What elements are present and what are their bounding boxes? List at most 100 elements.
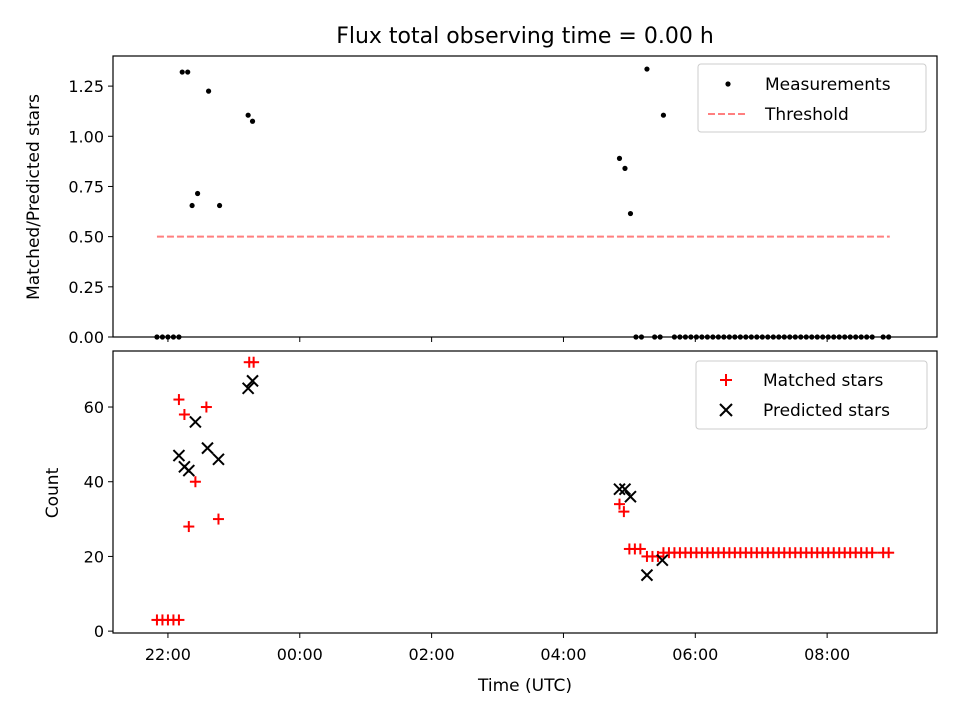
count-legend-frame (695, 360, 928, 430)
matched-star-point (618, 506, 630, 518)
legend-measurements-marker (725, 81, 731, 87)
count-y-axis: 0 20 40 60 (84, 398, 113, 641)
count-y-tick-label: 20 (84, 547, 104, 566)
count-x-tick-label: 22:00 (145, 645, 191, 664)
measurement-point (652, 334, 658, 340)
measurement-point (688, 334, 694, 340)
measurement-point (179, 69, 185, 75)
ratio-y-tick-label: 1.00 (68, 127, 104, 146)
measurement-point (715, 334, 721, 340)
measurement-point (853, 334, 859, 340)
measurement-point (842, 334, 848, 340)
ratio-y-tick-label: 0.50 (68, 228, 104, 247)
predicted-star-point (656, 553, 669, 567)
measurement-point (748, 334, 754, 340)
matched-star-point (173, 614, 185, 626)
measurement-point (721, 334, 727, 340)
count-y-tick-label: 0 (94, 622, 104, 641)
legend-predicted-marker (719, 403, 733, 417)
measurement-point (825, 334, 831, 340)
measurement-point (880, 334, 886, 340)
measurement-point (781, 334, 787, 340)
predicted-star-point (640, 568, 654, 582)
measurement-point (660, 112, 667, 118)
measurement-point (154, 334, 160, 340)
legend-matched-label: Matched stars (763, 371, 883, 391)
measurement-point (638, 334, 645, 340)
count-panel: 0 20 40 60 22:00 00:00 02:00 04:00 06:00 08:00 C… (43, 350, 938, 696)
measurement-point (245, 112, 251, 118)
ratio-panel-frame (112, 55, 938, 338)
matched-star-point (189, 476, 201, 488)
measurement-point (216, 202, 223, 209)
matched-star-point (866, 547, 878, 559)
measurement-point (798, 334, 804, 340)
count-x-tick-label: 02:00 (409, 645, 455, 664)
count-legend: Matched stars Predicted stars (695, 360, 928, 430)
measurement-point (886, 334, 892, 340)
measurement-point (732, 334, 738, 340)
measurement-point (754, 334, 760, 340)
count-x-axis: 22:00 00:00 02:00 04:00 06:00 08:00 (145, 633, 850, 664)
measurement-point (864, 334, 870, 340)
measurement-point (633, 334, 639, 340)
measurement-point (759, 334, 765, 340)
count-x-tick-label: 00:00 (277, 645, 323, 664)
measurement-point (205, 88, 212, 94)
measurement-point (776, 334, 782, 340)
predicted-star-point (201, 441, 214, 455)
measurement-point (185, 69, 191, 75)
matched-star-point (883, 547, 895, 559)
measurement-point (159, 334, 166, 340)
count-y-axis-label: Count (43, 467, 63, 518)
measurement-point (699, 334, 705, 340)
measurement-point (189, 202, 195, 209)
measurement-point (765, 334, 771, 340)
measurement-point (682, 334, 689, 340)
legend-measurements-label: Measurements (765, 75, 891, 95)
measurement-point (803, 334, 809, 340)
predicted-star-point (182, 464, 196, 477)
measurement-point (787, 334, 793, 340)
measurement-point (194, 190, 201, 197)
measurement-point (743, 334, 749, 340)
ratio-legend-frame (697, 63, 927, 133)
predicted-star-point (241, 382, 255, 395)
ratio-plot-area (154, 66, 892, 340)
predicted-star-point (172, 449, 186, 462)
predicted-star-point (613, 482, 626, 496)
ratio-panel: 0.00 0.25 0.50 0.75 1.00 1.25 Matched/Predict… (24, 55, 938, 347)
predicted-star-point (189, 415, 202, 429)
measurement-point (657, 334, 663, 340)
legend-matched-marker (720, 374, 732, 386)
matched-star-point (173, 394, 185, 406)
measurement-point (693, 334, 699, 340)
predicted-star-point (618, 482, 632, 496)
matched-star-point (613, 498, 625, 510)
count-x-tick-label: 06:00 (672, 645, 718, 664)
measurement-point (831, 334, 837, 340)
measurement-point (858, 334, 864, 340)
measurement-point (176, 334, 182, 340)
ratio-y-tick-label: 0.25 (68, 278, 104, 297)
measurement-point (847, 334, 853, 340)
measurement-point (710, 334, 716, 340)
measurement-point (622, 165, 628, 171)
count-y-tick-label: 60 (84, 398, 104, 417)
measurement-point (737, 334, 743, 340)
measurement-point (627, 210, 634, 217)
measurement-point (869, 334, 875, 340)
ratio-y-tick-label: 0.75 (68, 177, 104, 196)
count-plot-area (151, 356, 895, 626)
matched-star-point (200, 401, 212, 413)
ratio-legend: Measurements Threshold (697, 63, 927, 133)
measurement-point (616, 155, 623, 161)
matched-star-point (183, 521, 195, 533)
measurement-point (814, 334, 820, 340)
matched-star-point (178, 408, 190, 420)
measurement-point (792, 334, 798, 340)
legend-predicted-label: Predicted stars (763, 401, 890, 421)
measurement-point (726, 334, 732, 340)
measurement-point (671, 334, 678, 340)
